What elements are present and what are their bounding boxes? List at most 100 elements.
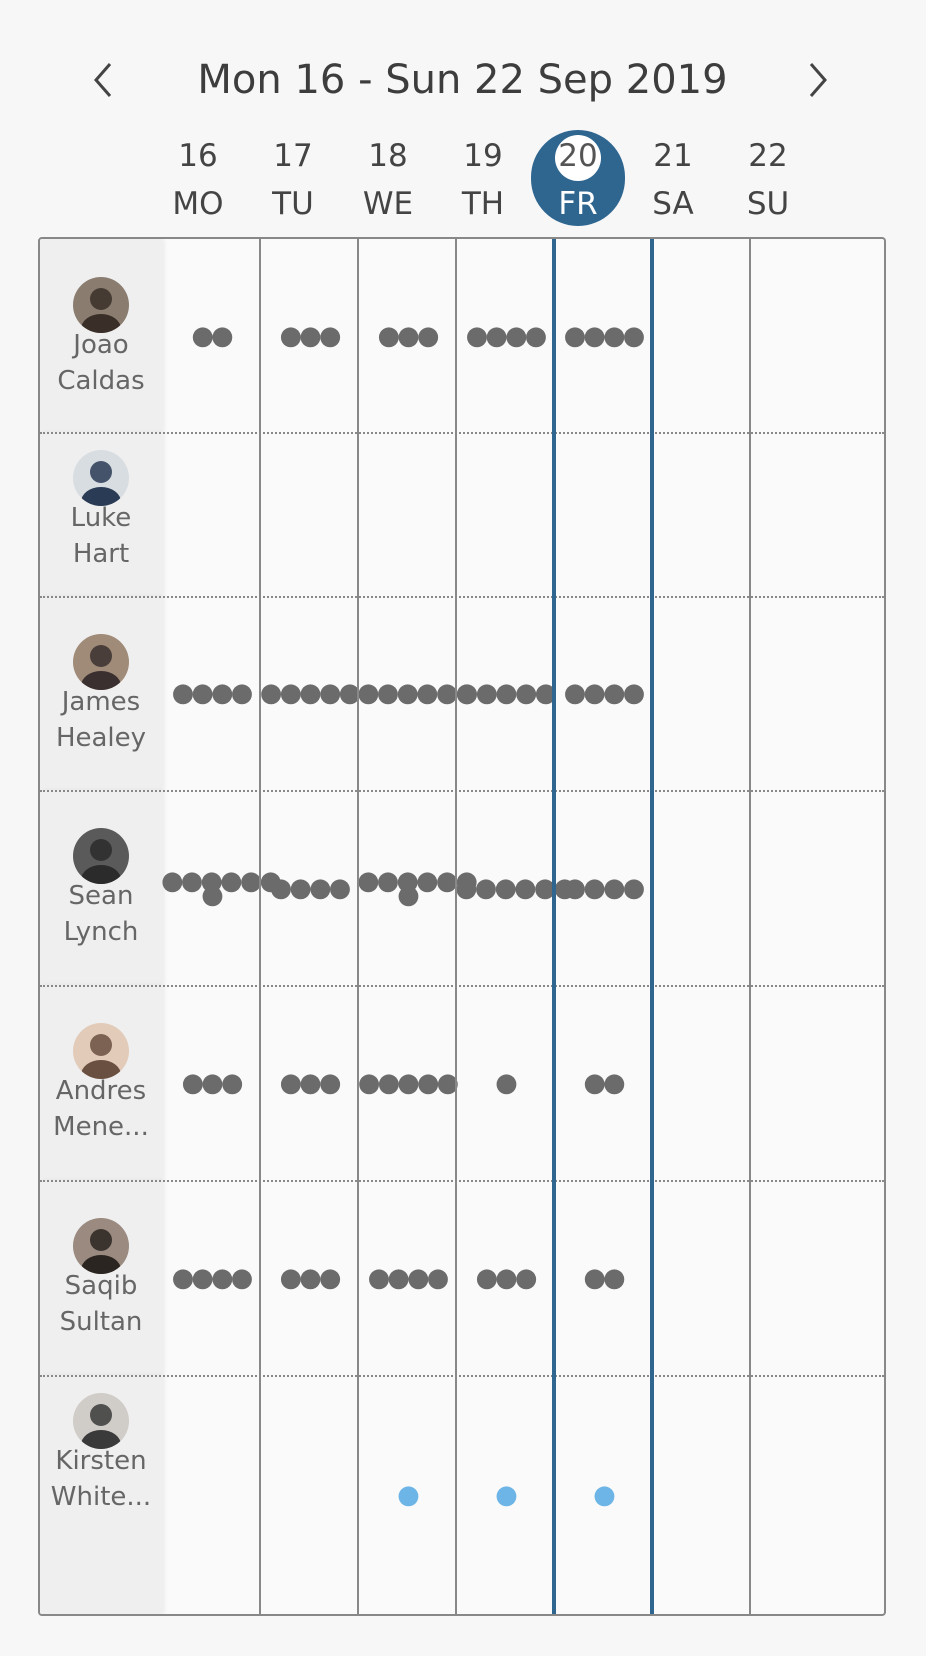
- day-cell[interactable]: [750, 239, 848, 432]
- day-cell[interactable]: ●: [554, 1375, 652, 1614]
- person-cell[interactable]: Luke Hart: [40, 432, 162, 596]
- shift-indicator-dots: ●●●●: [563, 320, 646, 351]
- shift-indicator-dots: ●●●●●: [259, 678, 361, 708]
- day-cell[interactable]: ●●●: [260, 239, 358, 432]
- day-number: 21: [653, 138, 693, 174]
- person-cell[interactable]: Joao Caldas: [40, 239, 162, 432]
- day-cell[interactable]: ●●●●●: [455, 596, 557, 790]
- weekday-label: WE: [362, 186, 414, 222]
- day-cell[interactable]: ●●●: [162, 985, 260, 1180]
- previous-week-button[interactable]: [73, 50, 133, 110]
- row-divider: [40, 790, 884, 792]
- day-cell[interactable]: ●●●●●● ●: [161, 790, 282, 985]
- day-cell[interactable]: [652, 239, 750, 432]
- day-cell[interactable]: [652, 790, 750, 985]
- day-cell[interactable]: ●●●●: [162, 1180, 260, 1375]
- day-cell[interactable]: ●●●●: [358, 1180, 456, 1375]
- chevron-right-icon: [809, 63, 827, 97]
- day-cell[interactable]: ●●●●: [162, 596, 260, 790]
- shift-indicator-dots: ●: [397, 1479, 420, 1510]
- day-header-sa[interactable]: 21 SA: [623, 128, 723, 226]
- day-cell[interactable]: ●: [456, 1375, 554, 1614]
- day-cell[interactable]: [652, 985, 750, 1180]
- shift-indicator-dots: ●●●: [279, 1067, 341, 1098]
- day-cell[interactable]: [750, 1375, 848, 1614]
- weekday-label: MO: [172, 186, 224, 222]
- day-cell[interactable]: ●●●●: [456, 239, 554, 432]
- day-cell[interactable]: [358, 432, 456, 596]
- day-cell[interactable]: ●●●●●: [358, 985, 459, 1180]
- day-header-su[interactable]: 22 SU: [718, 128, 818, 226]
- day-cell[interactable]: ●●●●●● ●: [357, 790, 478, 985]
- day-cell[interactable]: ●●●: [456, 1180, 554, 1375]
- week-header: Mon 16 - Sun 22 Sep 2019: [0, 30, 926, 120]
- day-header-fr[interactable]: 20 FR: [528, 128, 628, 226]
- day-cell[interactable]: [750, 432, 848, 596]
- day-cell[interactable]: ●●: [554, 1180, 652, 1375]
- day-cell[interactable]: ●●●●●●: [455, 790, 576, 985]
- row-divider: [40, 432, 884, 434]
- day-cell[interactable]: ●: [358, 1375, 456, 1614]
- today-column-border: [552, 239, 556, 1614]
- day-cell[interactable]: [260, 1375, 358, 1614]
- day-cell[interactable]: ●●●●: [260, 790, 358, 985]
- day-header-we[interactable]: 18 WE: [338, 128, 438, 226]
- day-cell[interactable]: ●●●●●: [259, 596, 361, 790]
- shift-indicator-dots: ●●●●●: [455, 678, 557, 708]
- day-cell[interactable]: ●●●●: [554, 596, 652, 790]
- day-cell[interactable]: ●●●: [358, 239, 456, 432]
- person-cell[interactable]: Andres Mene...: [40, 985, 162, 1180]
- avatar: [73, 1218, 129, 1274]
- person-cell[interactable]: Sean Lynch: [40, 790, 162, 985]
- day-cell[interactable]: [162, 432, 260, 596]
- day-cell[interactable]: [652, 1180, 750, 1375]
- day-header-mo[interactable]: 16 MO: [148, 128, 248, 226]
- row-divider: [40, 1375, 884, 1377]
- person-row: James Healey ●●●● ●●●●● ●●●●●● ●●●●● ●●●●: [40, 596, 884, 790]
- shift-indicator-dots: ●●●●: [563, 872, 646, 903]
- day-cell[interactable]: ●●●: [260, 985, 358, 1180]
- day-cell[interactable]: ●●●: [260, 1180, 358, 1375]
- day-cell[interactable]: [750, 985, 848, 1180]
- person-cell[interactable]: Saqib Sultan: [40, 1180, 162, 1375]
- day-cell[interactable]: [750, 596, 848, 790]
- shift-indicator-dots: ●●●: [279, 320, 341, 351]
- user-avatar-icon: [73, 1393, 129, 1449]
- avatar: [73, 634, 129, 690]
- user-avatar-icon: [73, 450, 129, 506]
- shift-indicator-dots: ●●●●: [465, 320, 548, 351]
- day-cell[interactable]: [750, 1180, 848, 1375]
- shift-indicator-dots: ●●●: [377, 320, 439, 351]
- user-avatar-icon: [73, 828, 129, 884]
- day-cell[interactable]: [652, 1375, 750, 1614]
- day-cell[interactable]: ●●●●: [554, 790, 652, 985]
- day-cell[interactable]: ●●●●●●: [357, 596, 478, 790]
- shift-indicator-dots: ●●●: [475, 1262, 537, 1293]
- day-cell[interactable]: [750, 790, 848, 985]
- weekday-label: TU: [272, 186, 314, 222]
- day-cell[interactable]: [652, 596, 750, 790]
- day-number: 22: [748, 138, 788, 174]
- day-cell[interactable]: ●●: [162, 239, 260, 432]
- day-cell[interactable]: ●: [456, 985, 554, 1180]
- person-cell[interactable]: Kirsten White...: [40, 1375, 162, 1614]
- user-avatar-icon: [73, 277, 129, 333]
- person-name: Joao Caldas: [57, 330, 145, 396]
- day-header-tu[interactable]: 17 TU: [243, 128, 343, 226]
- row-divider: [40, 985, 884, 987]
- day-cell[interactable]: [456, 432, 554, 596]
- person-name: Saqib Sultan: [59, 1271, 143, 1337]
- day-number: 18: [368, 138, 408, 174]
- day-cell[interactable]: [162, 1375, 260, 1614]
- person-cell[interactable]: James Healey: [40, 596, 162, 790]
- person-name: Sean Lynch: [63, 881, 139, 947]
- day-cell[interactable]: [260, 432, 358, 596]
- day-cell[interactable]: [652, 432, 750, 596]
- next-week-button[interactable]: [788, 50, 848, 110]
- row-divider: [40, 596, 884, 598]
- person-name: Andres Mene...: [53, 1076, 149, 1142]
- day-cell[interactable]: [554, 432, 652, 596]
- day-header-th[interactable]: 19 TH: [433, 128, 533, 226]
- day-cell[interactable]: ●●●●: [554, 239, 652, 432]
- day-cell[interactable]: ●●: [554, 985, 652, 1180]
